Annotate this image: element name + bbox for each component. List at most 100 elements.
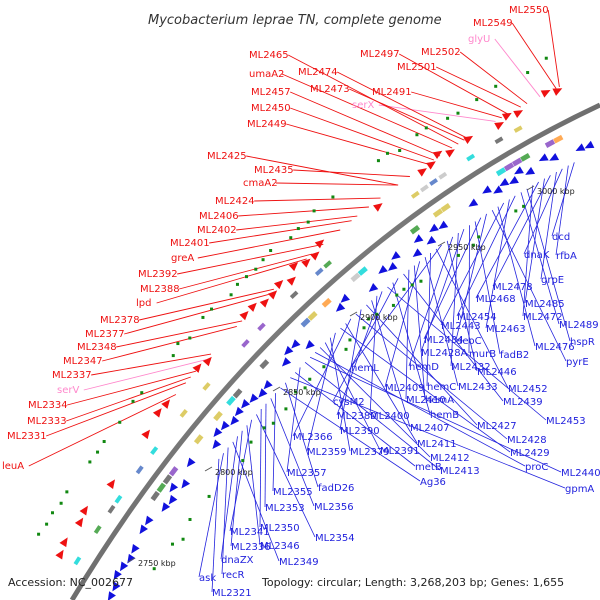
reverse-gene-arrow [107, 591, 116, 600]
gc-marker [210, 307, 214, 311]
outer-label-leader [124, 293, 269, 335]
outer-label-leader [238, 206, 369, 217]
feature-block [420, 184, 429, 193]
inner-gene-label: ML2350 [260, 523, 300, 534]
gc-marker [235, 282, 239, 286]
reverse-gene-arrow [340, 293, 350, 303]
gc-marker [514, 209, 518, 213]
kbp-tick-mark [272, 386, 281, 392]
outer-label-leader [547, 9, 560, 87]
inner-gene-label: ML2439 [503, 397, 543, 408]
inner-gene-label: recR [222, 570, 245, 581]
outer-gene-label: ML2491 [372, 87, 412, 98]
inner-label-leader [555, 165, 569, 256]
inner-gene-label: ML2428A [421, 348, 468, 359]
inner-gene-label: murB [469, 349, 496, 360]
inner-label-leader [497, 206, 536, 347]
inner-gene-label: ML2400 [370, 411, 410, 422]
gc-marker [271, 421, 275, 425]
inner-gene-label: ML2355 [273, 487, 313, 498]
feature-tracks [37, 56, 595, 600]
inner-gene-label: ML2478 [493, 282, 533, 293]
forward-gene-arrow [432, 150, 443, 159]
reverse-gene-arrow [112, 581, 121, 592]
forward-gene-arrow [141, 429, 151, 440]
gc-marker [456, 253, 460, 257]
feature-block [503, 162, 515, 172]
inner-label-leader [403, 273, 504, 402]
inner-gene-label: gpmA [565, 484, 594, 495]
gc-marker [344, 347, 348, 351]
forward-gene-arrow [373, 203, 383, 212]
feature-block [162, 474, 173, 485]
feature-block [73, 556, 82, 566]
feature-block [429, 178, 438, 186]
inner-label-leader [211, 458, 220, 593]
kbp-tick-mark [349, 311, 358, 317]
inner-gene-label: ML2390 [340, 426, 380, 437]
kbp-tick-label: 2950 kbp [448, 243, 486, 252]
outer-gene-label: ML2388 [140, 284, 180, 295]
forward-gene-arrow [426, 161, 436, 170]
feature-block [513, 125, 523, 133]
inner-gene-label: ML2356 [314, 502, 354, 513]
forward-gene-arrow [301, 258, 311, 268]
inner-label-leader [355, 313, 508, 440]
gc-marker [96, 450, 100, 454]
gc-marker [118, 420, 122, 424]
forward-gene-arrow [552, 88, 563, 96]
forward-gene-arrow [192, 363, 202, 373]
gc-marker [526, 71, 530, 75]
inner-gene-label: ML2429 [510, 448, 550, 459]
gc-marker [475, 98, 479, 102]
feature-block [156, 482, 166, 493]
gc-marker [45, 522, 49, 526]
gc-marker [262, 426, 266, 430]
inner-label-leader [304, 361, 441, 471]
inner-gene-label: ML2428 [507, 435, 547, 446]
outer-gene-label: serV [57, 385, 79, 396]
kbp-tick-mark [526, 185, 535, 191]
gc-marker [362, 326, 366, 330]
gc-marker [181, 537, 185, 541]
inner-gene-label: ML2433 [458, 382, 498, 393]
outer-label-leader [139, 288, 275, 321]
gc-marker [471, 243, 475, 247]
inner-gene-label: proC [525, 462, 548, 473]
outer-label-leader [511, 22, 557, 89]
outer-gene-label: umaA2 [249, 69, 284, 80]
inner-gene-label: ML2359 [307, 447, 347, 458]
inner-gene-label: ML2432 [451, 362, 491, 373]
gc-marker [249, 440, 253, 444]
feature-block [466, 153, 476, 162]
inner-label-leader [366, 304, 478, 426]
inner-label-leader [232, 441, 280, 562]
forward-gene-arrow [513, 110, 524, 118]
gc-marker [176, 342, 180, 346]
reverse-gene-arrow [284, 345, 294, 356]
outer-label-leader [459, 51, 528, 105]
reverse-gene-arrow [378, 265, 388, 274]
inner-gene-label: dnaK [524, 250, 550, 261]
reverse-gene-arrow [249, 393, 259, 403]
forward-gene-arrow [74, 517, 84, 528]
forward-gene-arrow [55, 549, 64, 560]
inner-label-leader [520, 192, 560, 325]
feature-block [409, 225, 421, 235]
forward-gene-arrow [286, 276, 296, 286]
forward-gene-arrow [202, 356, 212, 367]
forward-gene-arrow [540, 89, 551, 98]
inner-gene-label: ML2346 [260, 541, 300, 552]
outer-label-leader [179, 253, 313, 290]
inner-gene-label: deoC [456, 336, 482, 347]
inner-gene-label: metB [415, 462, 442, 473]
outer-label-leader [281, 73, 453, 149]
feature-block [135, 465, 144, 475]
outer-label-leader [246, 155, 399, 186]
feature-block [150, 446, 159, 455]
outer-gene-label: cmaA2 [243, 178, 278, 189]
reverse-gene-arrow [212, 439, 222, 450]
gc-marker [385, 151, 389, 155]
forward-gene-arrow [59, 537, 68, 548]
